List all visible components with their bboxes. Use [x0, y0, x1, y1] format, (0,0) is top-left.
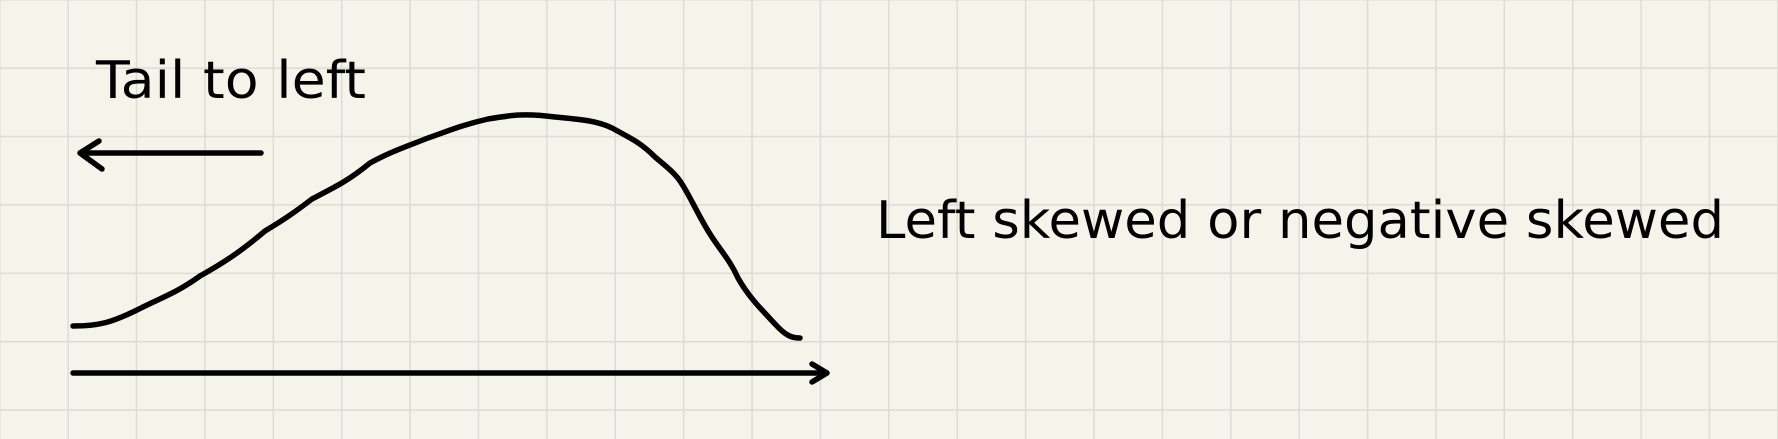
x-axis-arrow-icon: [70, 361, 830, 385]
skew-type-label: Left skewed or negative skewed: [876, 191, 1724, 251]
distribution-curve: [70, 112, 803, 341]
tail-arrow-icon: [77, 138, 264, 172]
tail-label: Tail to left: [95, 51, 366, 111]
